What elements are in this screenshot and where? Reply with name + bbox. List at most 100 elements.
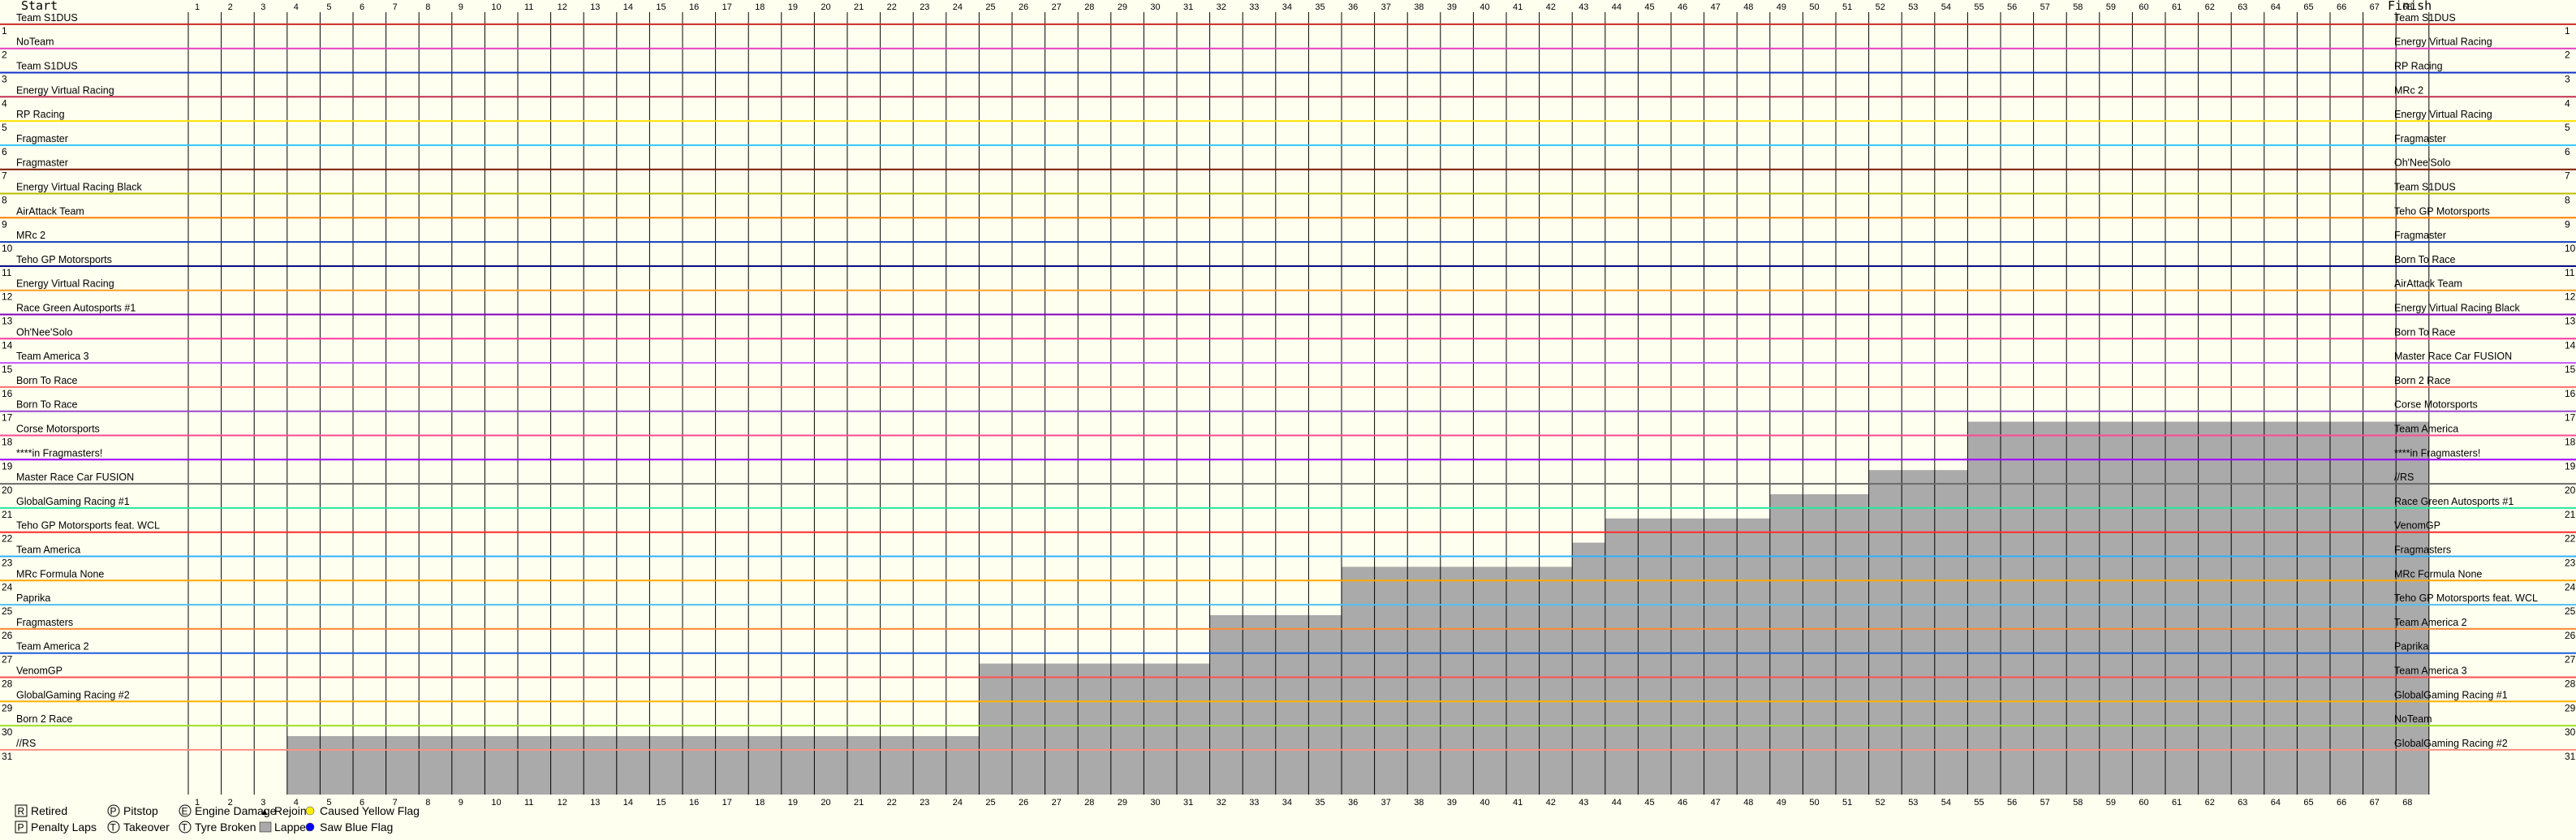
lap-number-top: 33 [1249,2,1259,12]
finish-team-label: Paprika [2394,641,2428,653]
legend: R Retired P Penalty Laps P Pitstop T Takeover E E… [15,804,420,834]
lap-number-top: 47 [1711,2,1721,12]
start-position-number: 21 [2,509,13,520]
finish-team-label: Team America 3 [2394,666,2467,677]
lap-number-top: 48 [1743,2,1753,12]
lap-number-bottom: 21 [854,798,864,808]
lap-number-top: 34 [1282,2,1292,12]
lap-number-bottom: 68 [2402,798,2412,808]
legend-symbol: T [110,822,117,834]
lap-number-bottom: 29 [1118,798,1127,808]
lap-number-top: 17 [722,2,732,12]
lap-number-top: 39 [1447,2,1457,12]
start-team-label: Master Race Car FUSION [16,472,134,483]
start-team-label: MRc Formula None [16,568,104,579]
start-team-label: GlobalGaming Racing #2 [16,689,130,700]
lap-number-bottom: 20 [821,798,830,808]
finish-position-number: 6 [2565,146,2570,157]
start-position-number: 9 [2,218,7,230]
finish-team-label: Teho GP Motorsports feat. WCL [2394,592,2538,604]
lap-number-bottom: 8 [425,798,430,808]
lap-number-top: 10 [491,2,501,12]
finish-team-label: Team S1DUS [2394,12,2456,24]
start-position-number: 14 [2,339,13,351]
lap-number-bottom: 7 [393,798,398,808]
legend-label: Lapped [274,821,312,834]
lap-number-top: 12 [558,2,567,12]
start-position-number: 29 [2,702,13,713]
start-team-label: Teho GP Motorsports [16,254,112,265]
lap-number-bottom: 3 [261,798,265,808]
lap-number-bottom: 1 [195,798,200,808]
lap-number-bottom: 37 [1381,798,1391,808]
lap-number-bottom: 64 [2271,798,2281,808]
lap-number-top: 11 [524,2,533,12]
lap-number-bottom: 53 [1908,798,1918,808]
lap-number-bottom: 55 [1974,798,1984,808]
finish-position-number: 21 [2565,509,2576,520]
start-position-number: 3 [2,74,7,85]
lap-number-top: 15 [656,2,666,12]
finish-team-label: Energy Virtual Racing Black [2394,303,2520,314]
lap-number-top: 26 [1019,2,1028,12]
lap-number-bottom: 14 [623,798,633,808]
lap-number-top: 52 [1876,2,1885,12]
start-team-label: GlobalGaming Racing #1 [16,496,130,507]
legend-label: Takeover [123,821,170,834]
legend-label: Tyre Broken [195,821,256,834]
lap-number-bottom: 56 [2007,798,2017,808]
legend-symbol: P [110,806,117,817]
start-team-label: RP Racing [16,109,65,120]
lap-number-bottom: 39 [1447,798,1457,808]
lap-number-bottom: 47 [1711,798,1721,808]
lap-number-bottom: 23 [920,798,929,808]
finish-team-label: Energy Virtual Racing [2394,109,2492,120]
lap-number-bottom: 59 [2106,798,2116,808]
start-position-number: 4 [2,97,7,109]
lap-number-top: 45 [1644,2,1654,12]
lap-number-bottom: 31 [1183,798,1193,808]
legend-label: Rejoin [274,804,307,817]
finish-position-number: 12 [2565,291,2576,303]
lap-number-bottom: 49 [1777,798,1786,808]
legend-symbol-box [15,821,28,834]
finish-team-label: VenomGP [2394,520,2440,532]
start-team-label: Team S1DUS [16,12,78,24]
lap-number-bottom: 40 [1480,798,1489,808]
lap-number-top: 49 [1777,2,1786,12]
finish-team-label: GlobalGaming Racing #2 [2394,738,2508,749]
start-position-number: 17 [2,412,13,424]
finish-position-number: 11 [2565,267,2575,278]
lap-number-top: 59 [2106,2,2116,12]
lap-number-bottom: 57 [2040,798,2050,808]
start-position-number: 1 [2,25,7,37]
finish-team-label: Oh'Nee'Solo [2394,157,2450,169]
lap-number-top: 25 [985,2,995,12]
start-position-number: 16 [2,388,13,399]
lap-number-bottom: 22 [887,798,897,808]
finish-position-number: 16 [2565,388,2576,399]
start-team-label: ****in Fragmasters! [16,447,102,459]
finish-team-label: Team America [2394,424,2458,435]
finish-position-number: 14 [2565,339,2576,351]
lap-number-bottom: 15 [656,798,666,808]
finish-position-number: 3 [2565,74,2570,85]
lap-number-top: 54 [1941,2,1951,12]
start-position-number: 5 [2,122,7,133]
start-team-label: Team America 2 [16,641,89,653]
start-team-label: Oh'Nee'Solo [16,326,72,338]
lap-number-bottom: 58 [2073,798,2083,808]
finish-position-number: 25 [2565,605,2576,617]
finish-team-label: GlobalGaming Racing #1 [2394,689,2508,700]
lap-number-top: 64 [2271,2,2281,12]
lap-number-top: 44 [1612,2,1622,12]
finish-position-number: 15 [2565,364,2576,375]
finish-team-label: Born 2 Race [2394,375,2451,386]
legend-symbol-ring [179,821,192,834]
start-team-label: //RS [16,738,36,749]
start-position-number: 13 [2,316,13,327]
finish-team-label: Team America 2 [2394,617,2467,628]
start-team-label: Born To Race [16,399,78,411]
lap-number-top: 68 [2402,2,2412,12]
lap-number-top: 9 [459,2,463,12]
